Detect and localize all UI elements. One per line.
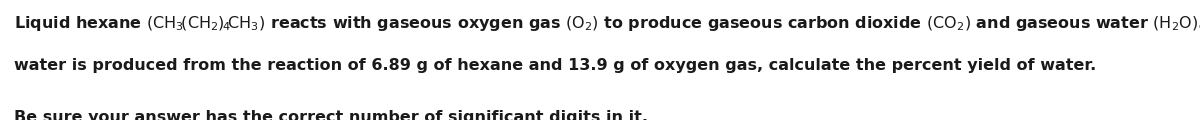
Text: water is produced from the reaction of 6.89 g of hexane and 13.9 g of oxygen gas: water is produced from the reaction of 6… xyxy=(14,58,1097,73)
Text: Liquid hexane $\left(\mathrm{CH_3\!\left(CH_2\right)_{\!4}\!CH_3}\right)$ reacts: Liquid hexane $\left(\mathrm{CH_3\!\left… xyxy=(14,14,1200,33)
Text: Be sure your answer has the correct number of significant digits in it.: Be sure your answer has the correct numb… xyxy=(14,110,648,120)
